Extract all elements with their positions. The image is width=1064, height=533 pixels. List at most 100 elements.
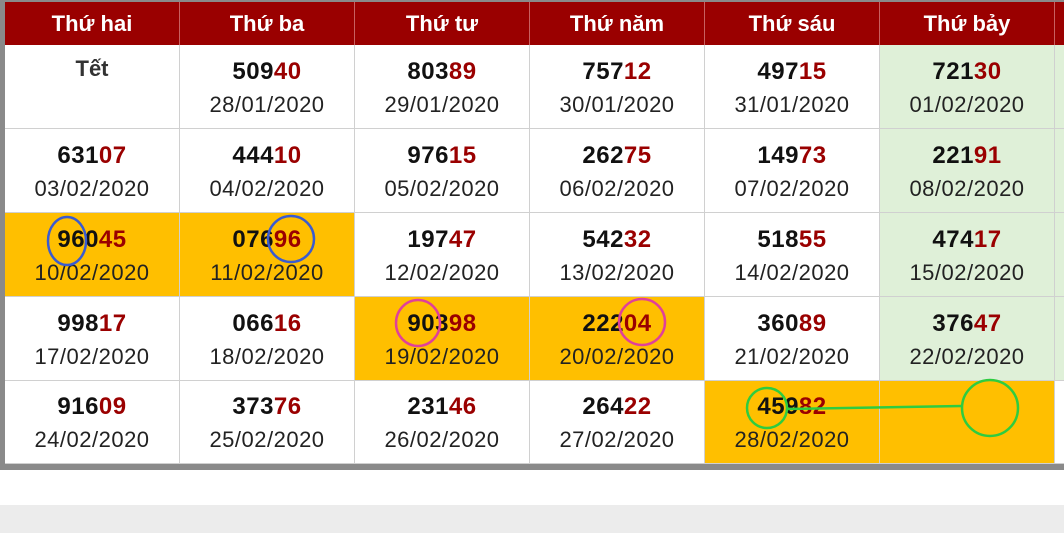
number-head: 976 (407, 141, 449, 169)
number-head: 149 (757, 141, 799, 169)
number-head: 474 (932, 225, 974, 253)
number-tail: 16 (273, 309, 302, 337)
result-number: 97615 (407, 140, 476, 172)
number-tail: 82 (798, 393, 827, 420)
number-tail: 17 (98, 309, 127, 337)
result-number: 45982 (757, 391, 826, 423)
result-number: 90398 (407, 308, 476, 340)
number-head: 221 (932, 141, 974, 169)
number-head: 542 (582, 225, 624, 253)
result-date: 14/02/2020 (734, 259, 850, 285)
result-date: 22/02/2020 (909, 343, 1025, 369)
number-head: 222 (582, 309, 624, 337)
number-tail: 47 (448, 225, 477, 253)
result-date: 20/02/2020 (559, 343, 675, 369)
result-cell: 37376 25/02/2020 (180, 381, 355, 464)
result-number: 47417 (932, 224, 1001, 256)
overflow-cell (1055, 297, 1064, 381)
number-head: 518 (757, 225, 799, 253)
result-number: 44410 (232, 140, 301, 172)
overflow-cell (1055, 381, 1064, 464)
overflow-cell (1055, 129, 1064, 213)
result-cell: 91609 24/02/2020 (5, 381, 180, 464)
result-cell-highlighted: 45982 28/02/2020 (705, 381, 880, 464)
results-grid: Thứ hai Thứ ba Thứ tư Thứ năm Thứ sáu Th… (5, 2, 1064, 464)
result-date: 17/02/2020 (34, 343, 150, 369)
result-date: 06/02/2020 (559, 175, 675, 201)
result-cell-highlighted: 96045 10/02/2020 (5, 213, 180, 297)
result-date: 21/02/2020 (734, 343, 850, 369)
result-cell-highlighted: 22204 20/02/2020 (530, 297, 705, 381)
results-table: Thứ hai Thứ ba Thứ tư Thứ năm Thứ sáu Th… (0, 0, 1064, 470)
result-date: 13/02/2020 (559, 259, 675, 285)
result-date: 30/01/2020 (559, 91, 675, 117)
number-head: 373 (232, 393, 274, 420)
header-monday: Thứ hai (5, 2, 180, 45)
result-date: 31/01/2020 (734, 91, 850, 117)
result-number: 14973 (757, 140, 826, 172)
number-head: 264 (582, 393, 624, 420)
result-date: 29/01/2020 (384, 91, 500, 117)
result-number: 23146 (407, 391, 476, 423)
number-head: 757 (582, 57, 624, 85)
number-head: 376 (932, 309, 974, 337)
result-number: 51855 (757, 224, 826, 256)
result-date: 04/02/2020 (209, 175, 325, 201)
result-cell: 54232 13/02/2020 (530, 213, 705, 297)
result-number: 07696 (232, 224, 301, 256)
number-tail: 17 (973, 225, 1002, 253)
result-cell: 97615 05/02/2020 (355, 129, 530, 213)
result-cell-saturday: 22191 08/02/2020 (880, 129, 1055, 213)
result-cell: 26275 06/02/2020 (530, 129, 705, 213)
number-head: 803 (407, 57, 449, 85)
result-number: 75712 (582, 56, 651, 88)
number-tail: 89 (798, 309, 827, 337)
result-date: 12/02/2020 (384, 259, 500, 285)
result-date: 24/02/2020 (34, 427, 150, 452)
holiday-label: Tết (75, 55, 109, 81)
result-date: 11/02/2020 (210, 259, 324, 285)
number-head: 197 (407, 225, 449, 253)
number-tail: 32 (623, 225, 652, 253)
page-bottom-bar (0, 505, 1064, 533)
result-cell-highlighted: 90398 19/02/2020 (355, 297, 530, 381)
result-date: 28/02/2020 (734, 427, 850, 452)
result-cell-highlighted: 07696 11/02/2020 (180, 213, 355, 297)
result-date: 01/02/2020 (909, 91, 1025, 117)
result-cell: Tết (5, 45, 180, 129)
number-tail: 07 (98, 141, 127, 169)
number-tail: 76 (273, 393, 302, 420)
result-number: 80389 (407, 56, 476, 88)
header-wednesday: Thứ tư (355, 2, 530, 45)
overflow-cell (1055, 45, 1064, 129)
result-cell-empty-highlighted (880, 381, 1055, 464)
result-cell: 06616 18/02/2020 (180, 297, 355, 381)
result-date: 05/02/2020 (384, 175, 500, 201)
header-overflow (1055, 2, 1064, 45)
result-cell: 99817 17/02/2020 (5, 297, 180, 381)
number-tail: 40 (273, 57, 302, 85)
result-cell: 63107 03/02/2020 (5, 129, 180, 213)
result-date: 25/02/2020 (209, 427, 325, 452)
result-cell: 19747 12/02/2020 (355, 213, 530, 297)
result-cell: 14973 07/02/2020 (705, 129, 880, 213)
result-cell-saturday: 72130 01/02/2020 (880, 45, 1055, 129)
result-cell: 44410 04/02/2020 (180, 129, 355, 213)
number-tail: 09 (98, 393, 127, 420)
result-number: 22204 (582, 308, 651, 340)
header-saturday: Thứ bảy (880, 2, 1055, 45)
result-number: 91609 (57, 391, 126, 423)
result-date: 15/02/2020 (909, 259, 1025, 285)
number-tail: 55 (798, 225, 827, 253)
number-head: 509 (232, 57, 274, 85)
number-head: 721 (932, 57, 974, 85)
result-number: 99817 (57, 308, 126, 340)
result-date: 08/02/2020 (909, 175, 1025, 201)
result-cell: 80389 29/01/2020 (355, 45, 530, 129)
result-cell: 49715 31/01/2020 (705, 45, 880, 129)
result-date: 18/02/2020 (209, 343, 325, 369)
number-tail: 98 (448, 309, 477, 337)
number-head: 903 (407, 309, 449, 337)
result-date: 27/02/2020 (559, 427, 675, 452)
number-tail: 04 (623, 309, 652, 337)
